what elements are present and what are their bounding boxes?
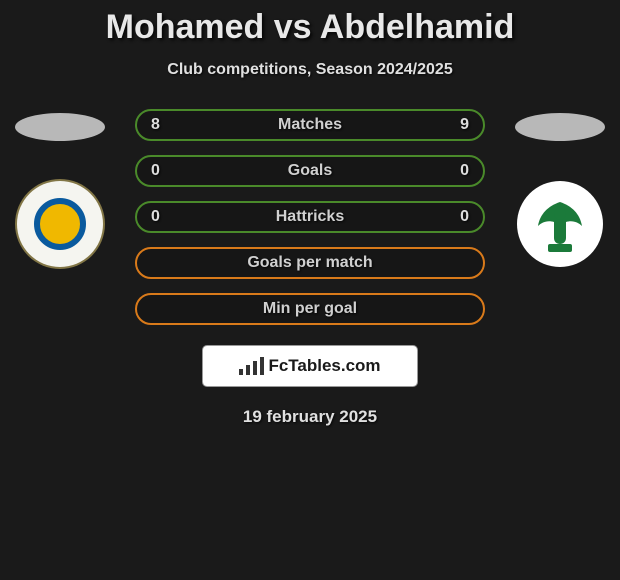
stat-label: Min per goal [171,300,449,318]
stat-row-min-per-goal: Min per goal [135,293,485,325]
club-badge-left-icon [17,181,103,267]
player-left-silhouette-icon [15,113,105,141]
footer-brand-text: FcTables.com [268,356,380,376]
stat-label: Matches [171,116,449,134]
page-title: Mohamed vs Abdelhamid [0,0,620,47]
eagle-icon [528,192,592,256]
stat-right-value: 0 [449,162,469,180]
footer-brand-box[interactable]: FcTables.com [202,345,418,387]
subtitle: Club competitions, Season 2024/2025 [0,61,620,79]
stat-left-value: 8 [151,116,171,134]
bar-chart-icon [239,357,264,375]
stat-rows: 8 Matches 9 0 Goals 0 0 Hattricks 0 Goal… [135,109,485,325]
stat-row-goals: 0 Goals 0 [135,155,485,187]
date-text: 19 february 2025 [0,407,620,427]
stats-area: 8 Matches 9 0 Goals 0 0 Hattricks 0 Goal… [0,109,620,325]
stat-left-value: 0 [151,208,171,226]
stat-label: Goals per match [171,254,449,272]
stat-label: Goals [171,162,449,180]
stat-right-value: 0 [449,208,469,226]
stat-left-value: 0 [151,162,171,180]
player-right-column [500,109,620,267]
stat-row-matches: 8 Matches 9 [135,109,485,141]
player-left-column [0,109,120,267]
player-right-silhouette-icon [515,113,605,141]
stat-row-goals-per-match: Goals per match [135,247,485,279]
stat-label: Hattricks [171,208,449,226]
club-badge-right-icon [517,181,603,267]
stat-row-hattricks: 0 Hattricks 0 [135,201,485,233]
stat-right-value: 9 [449,116,469,134]
